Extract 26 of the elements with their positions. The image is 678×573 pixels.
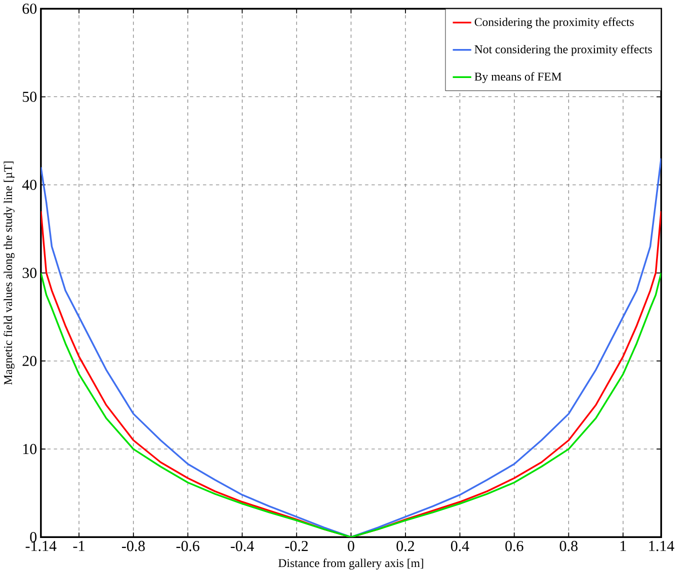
y-tick-label: 60 [22, 4, 36, 14]
x-axis-title: Distance from gallery axis [m] [278, 558, 424, 570]
legend-label: Considering the proximity effects [474, 17, 634, 28]
y-axis-title: Magnetic field values along the study line [µT] [4, 162, 15, 385]
legend-label: Not considering the proximity effects [474, 44, 652, 56]
y-tick-label: 50 [22, 92, 36, 102]
x-tick-label: -0.4 [230, 540, 254, 552]
y-tick-label: 10 [23, 444, 36, 454]
x-tick-label: 1 [620, 540, 626, 551]
x-tick-label: 0 [348, 540, 354, 552]
line-series [40, 272, 662, 538]
y-tick-label: 0 [30, 532, 36, 542]
x-tick-label: 0.6 [505, 540, 524, 552]
x-tick-label: -0.2 [285, 540, 308, 552]
x-tick-label: -1.14 [26, 540, 56, 552]
x-tick-label: -0.8 [122, 540, 145, 552]
x-tick-label: 0.2 [396, 540, 414, 552]
y-tick-label: 40 [22, 180, 36, 190]
x-tick-label: -1 [73, 540, 84, 551]
x-tick-label: 0.8 [560, 540, 578, 552]
y-tick-label: 20 [22, 356, 36, 366]
y-tick-label: 30 [22, 268, 36, 278]
legend-label: By means of FEM [474, 72, 562, 83]
x-tick-label: -0.6 [176, 540, 200, 552]
x-tick-label: 1.14 [649, 540, 674, 552]
x-tick-label: 0.4 [450, 540, 470, 552]
